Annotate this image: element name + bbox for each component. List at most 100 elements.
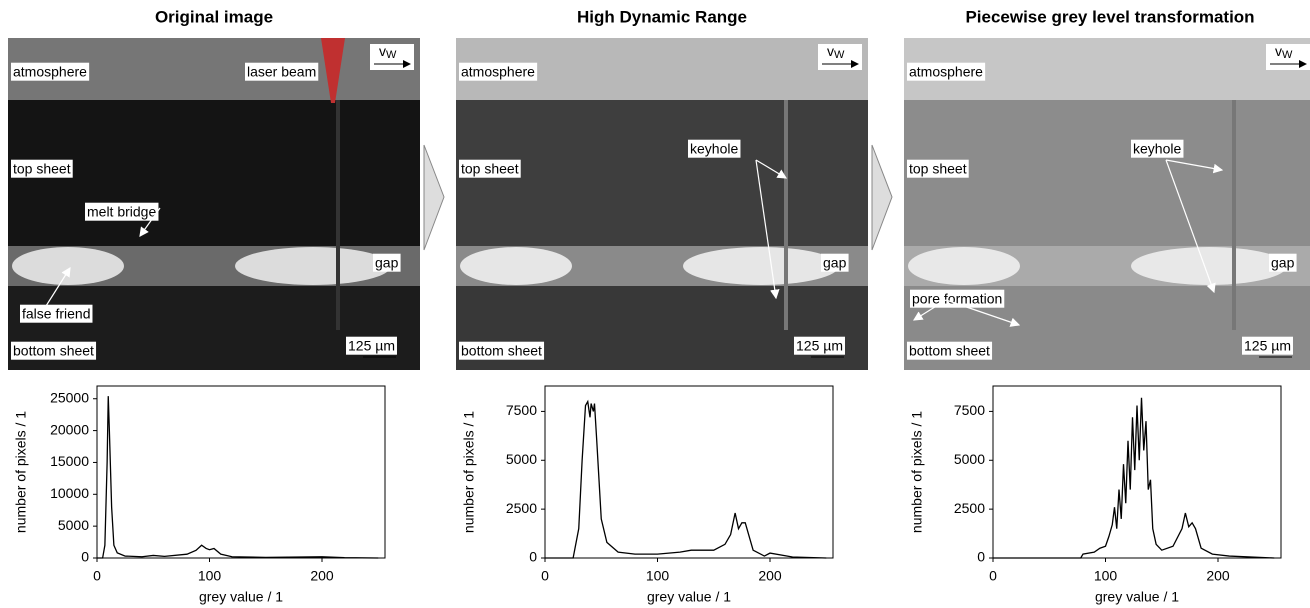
image-label: gap (823, 255, 847, 271)
annotation-arrow (755, 159, 780, 300)
x-axis-label: grey value / 1 (199, 589, 283, 605)
x-tick-label: 200 (1206, 568, 1230, 584)
x-tick-label: 100 (1094, 568, 1118, 584)
image-label: top sheet (13, 161, 71, 177)
label-box (11, 159, 73, 178)
label-box (346, 336, 397, 355)
image-label: atmosphere (13, 64, 87, 80)
x-axis-label: grey value / 1 (647, 589, 731, 605)
plot-frame (992, 385, 1282, 559)
annotation-arrow (755, 159, 788, 179)
velocity-label: vW (827, 43, 845, 61)
velocity-label: vW (379, 43, 397, 61)
y-axis-label: number of pixels / 1 (13, 411, 29, 533)
annotation-arrow (945, 299, 1021, 327)
image-label: keyhole (690, 141, 738, 157)
label-box (459, 159, 521, 178)
label-box (907, 341, 993, 360)
x-tick-label: 0 (93, 568, 101, 584)
label-box (11, 62, 90, 81)
image-label: top sheet (461, 161, 519, 177)
plot-frame (96, 385, 386, 559)
plot-frame (544, 385, 834, 559)
label-box (794, 336, 845, 355)
y-tick-label: 7500 (954, 402, 985, 418)
label-box (821, 253, 849, 272)
label-box (11, 341, 97, 360)
image-label: keyhole (1133, 141, 1181, 157)
label-box (20, 304, 93, 323)
x-tick-label: 0 (989, 568, 997, 584)
gap-blob (908, 247, 1020, 285)
x-tick-label: 100 (646, 568, 670, 584)
gap-blob (683, 247, 839, 285)
laser-beam (321, 38, 345, 103)
label-box (1131, 139, 1184, 158)
image-label: atmosphere (461, 64, 535, 80)
label-box (688, 139, 741, 158)
label-box (910, 289, 1005, 308)
annotation-arrow (1165, 159, 1216, 294)
y-tick-label: 10000 (50, 485, 89, 501)
annotation-arrow (912, 299, 947, 321)
histogram-line (97, 396, 379, 559)
panel-title: High Dynamic Range (577, 7, 747, 26)
y-tick-label: 7500 (506, 402, 537, 418)
image-label: top sheet (909, 161, 967, 177)
y-tick-label: 5000 (954, 451, 985, 467)
image-label: laser beam (247, 64, 316, 80)
label-box (85, 202, 159, 221)
image-label: gap (1271, 255, 1295, 271)
label-box (459, 341, 545, 360)
label-box (245, 62, 319, 81)
image-label: atmosphere (909, 64, 983, 80)
velocity-subscript: W (386, 49, 397, 61)
velocity-subscript: W (1282, 49, 1293, 61)
image-label: 125 µm (796, 338, 843, 354)
y-tick-label: 0 (529, 549, 537, 565)
y-tick-label: 2500 (506, 500, 537, 516)
top-sheet-region (456, 100, 868, 246)
image-label: pore formation (912, 291, 1002, 307)
top-sheet-region (904, 100, 1310, 246)
annotation-arrow (139, 207, 161, 237)
image-label: gap (375, 255, 399, 271)
gap-blob (1131, 247, 1287, 285)
gap-blob (12, 247, 124, 285)
y-tick-label: 20000 (50, 421, 89, 437)
panel-title: Original image (155, 7, 273, 26)
velocity-subscript: W (834, 49, 845, 61)
velocity-label: vW (1275, 43, 1293, 61)
y-tick-label: 0 (977, 549, 985, 565)
label-box (907, 159, 969, 178)
x-tick-label: 200 (310, 568, 334, 584)
y-tick-label: 5000 (506, 451, 537, 467)
panel-title: Piecewise grey level transformation (965, 7, 1254, 26)
y-tick-label: 5000 (58, 517, 89, 533)
image-label: bottom sheet (13, 343, 94, 359)
image-label: 125 µm (1244, 338, 1291, 354)
velocity-symbol: v (379, 43, 386, 59)
label-box (1242, 336, 1293, 355)
y-tick-label: 0 (81, 549, 89, 565)
image-label: melt bridge (87, 204, 156, 220)
histogram-line (993, 397, 1275, 559)
label-box (373, 253, 401, 272)
velocity-symbol: v (827, 43, 834, 59)
y-axis-label: number of pixels / 1 (909, 411, 925, 533)
y-tick-label: 15000 (50, 453, 89, 469)
y-tick-label: 2500 (954, 500, 985, 516)
label-box (459, 62, 538, 81)
label-box (907, 62, 986, 81)
x-tick-label: 100 (198, 568, 222, 584)
annotation-arrow (1165, 159, 1224, 174)
image-label: bottom sheet (909, 343, 990, 359)
x-tick-label: 200 (758, 568, 782, 584)
annotation-arrow (45, 266, 71, 307)
step-arrow (423, 144, 445, 251)
label-box (1269, 253, 1297, 272)
y-axis-label: number of pixels / 1 (461, 411, 477, 533)
step-arrow (871, 144, 893, 251)
